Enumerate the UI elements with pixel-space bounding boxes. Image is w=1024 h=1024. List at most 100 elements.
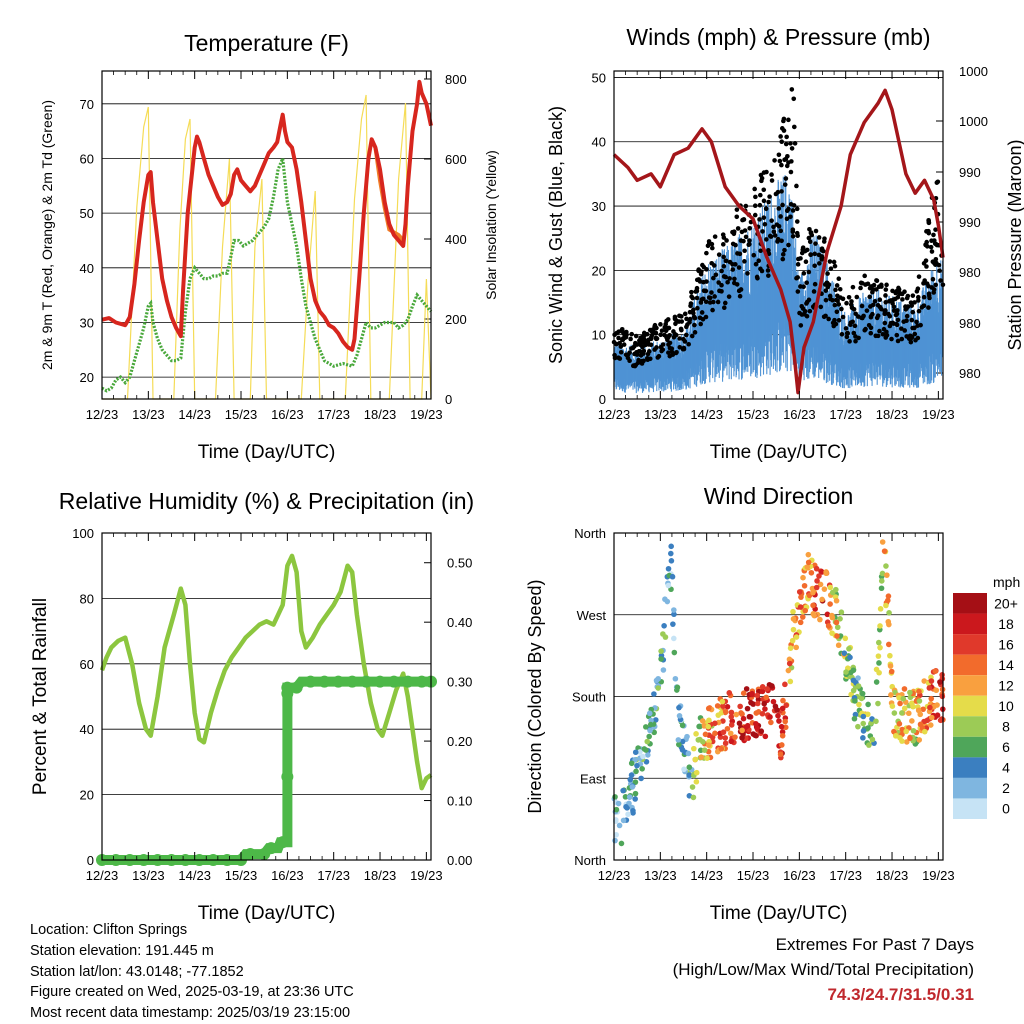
winds-gust-point: [811, 289, 817, 294]
station-info: Location: Clifton Springs Station elevat…: [30, 920, 354, 1024]
winds-gust-point: [631, 363, 636, 368]
winds-gust-point: [680, 346, 686, 352]
winds-gust-point: [779, 238, 784, 244]
direction-direction-point: [907, 735, 913, 741]
winds-gust-point: [875, 313, 881, 319]
winds-gust-point: [763, 206, 769, 212]
direction-direction-point: [632, 790, 639, 797]
direction-direction-point: [718, 709, 725, 716]
winds-gust-point: [772, 233, 778, 238]
direction-direction-point: [648, 717, 654, 724]
direction-direction-point: [848, 669, 854, 676]
winds-gust-point: [833, 287, 838, 293]
winds-gust-point: [667, 340, 673, 346]
direction-direction-point: [679, 738, 686, 745]
winds-gust-point: [699, 269, 704, 274]
direction-direction-point: [724, 725, 731, 732]
direction-direction-point: [838, 609, 845, 616]
winds-gust-point: [832, 302, 838, 308]
winds-gust-point: [932, 238, 937, 243]
humidity-precip-point: [244, 848, 257, 861]
temperature-y2tick-label: 800: [445, 72, 467, 87]
direction-xtick-label: 16/23: [783, 868, 816, 883]
winds-gust-point: [839, 331, 845, 337]
winds-gust-point: [706, 239, 712, 244]
direction-direction-point: [790, 608, 796, 615]
direction-xlabel: Time (Day/UTC): [710, 903, 848, 924]
direction-direction-point: [805, 551, 812, 558]
winds-gust-point: [751, 252, 757, 258]
humidity-xtick-label: 14/23: [178, 868, 211, 883]
direction-direction-point: [633, 768, 639, 775]
winds-ytick-label: 20: [592, 263, 606, 278]
direction-direction-point: [810, 611, 817, 617]
winds-gust-point: [891, 308, 897, 313]
winds-gust-point: [625, 352, 631, 358]
winds-gust-point: [802, 248, 808, 254]
temperature-ylabel: 2m & 9m T (Red, Orange) & 2m Td (Green): [39, 100, 55, 370]
winds-gust-point: [912, 331, 918, 337]
winds-gust-point: [746, 242, 752, 248]
direction-direction-point: [886, 621, 892, 628]
direction-direction-point: [798, 594, 804, 600]
winds-gust-point: [764, 237, 769, 242]
winds-y2label: Station Pressure (Maroon): [1005, 139, 1024, 350]
winds-gust-point: [753, 261, 759, 267]
winds-gust-point: [727, 259, 733, 265]
winds-gust-point: [795, 275, 800, 280]
direction-direction-point: [876, 660, 882, 666]
winds-gust-point: [754, 274, 760, 280]
direction-direction-point: [850, 677, 857, 684]
winds-gust-point: [721, 235, 727, 240]
direction-direction-point: [613, 831, 619, 838]
winds-gust-point: [644, 355, 650, 361]
direction-direction-point: [668, 550, 674, 557]
direction-direction-point: [903, 728, 910, 735]
direction-colorbar-label: 16: [998, 636, 1014, 652]
winds-gust-point: [874, 287, 879, 292]
direction-direction-point: [834, 633, 840, 639]
direction-xtick-label: 12/23: [598, 868, 631, 883]
winds-gust-point: [772, 158, 777, 163]
winds-gust-point: [893, 296, 898, 302]
winds-gust-point: [836, 317, 842, 323]
direction-direction-point: [823, 570, 829, 577]
direction-direction-point: [732, 734, 738, 740]
direction-direction-point: [733, 711, 740, 718]
temperature-y2tick-label: 0: [445, 392, 452, 407]
winds-gust-point: [624, 332, 629, 337]
direction-direction-point: [860, 713, 867, 720]
direction-direction-point: [859, 690, 866, 697]
winds-gust-point: [798, 284, 803, 289]
direction-colorbar-title: mph: [993, 574, 1020, 590]
winds-gust-point: [839, 306, 844, 312]
direction-direction-point: [740, 715, 747, 722]
winds-gust-point: [730, 241, 736, 247]
winds-gust-point: [779, 189, 784, 194]
direction-direction-point: [805, 559, 812, 566]
winds-gust-point: [908, 339, 914, 345]
humidity-xlabel: Time (Day/UTC): [198, 903, 336, 924]
winds-gust-point: [719, 282, 724, 288]
winds-gust-point: [806, 235, 812, 241]
direction-direction-point: [705, 723, 712, 730]
direction-direction-point: [655, 685, 662, 691]
winds-gust-point: [716, 252, 722, 257]
winds-gust-point: [855, 314, 861, 319]
direction-direction-point: [759, 688, 766, 695]
temperature-xtick-label: 18/23: [364, 407, 397, 422]
winds-gust-point: [765, 268, 771, 273]
winds-gust-point: [646, 337, 651, 343]
winds-gust-point: [786, 242, 791, 248]
winds-gust-point: [877, 328, 882, 334]
direction-colorbar-swatch: [953, 716, 987, 737]
winds-gust-point: [641, 351, 646, 356]
winds-pressure-line: [612, 88, 945, 395]
direction-direction-point: [705, 705, 712, 712]
winds-gust-point: [780, 256, 786, 262]
winds-xtick-label: 13/23: [644, 407, 677, 422]
winds-gust-point: [688, 303, 693, 309]
winds-gust-point: [852, 323, 858, 329]
